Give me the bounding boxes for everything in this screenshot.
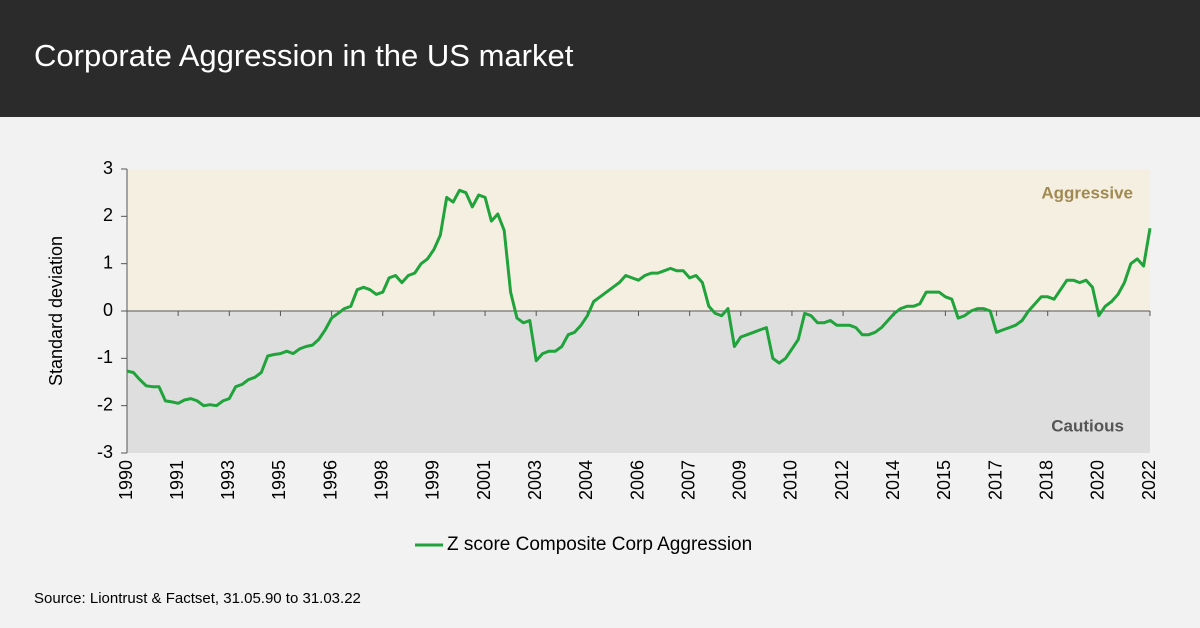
chart-title: Corporate Aggression in the US market <box>34 38 574 73</box>
x-tick-label: 2012 <box>832 460 852 500</box>
x-tick-label: 1999 <box>423 460 443 500</box>
x-tick-label: 2006 <box>627 460 647 500</box>
y-tick-label: -2 <box>97 394 113 414</box>
y-tick-label: 0 <box>103 300 113 320</box>
x-tick-label: 2015 <box>934 460 954 500</box>
x-tick-label: 2022 <box>1139 460 1159 500</box>
annotation: Cautious <box>1051 416 1124 435</box>
header <box>0 0 1200 117</box>
x-tick-label: 2018 <box>1036 460 1056 500</box>
aggressive-band <box>127 169 1150 311</box>
x-tick-label: 2004 <box>576 460 596 500</box>
x-tick-label: 2014 <box>883 460 903 500</box>
plot: Aggressive Cautious -3 -2 -1 0 1 2 3 1990 1991 1993… <box>97 158 1159 555</box>
x-tick-label: 1998 <box>372 460 392 500</box>
annotation: Aggressive <box>1041 183 1133 202</box>
x-tick-label: 2010 <box>781 460 801 500</box>
x-tick-label: 2003 <box>525 460 545 500</box>
y-tick-label: -3 <box>97 442 113 462</box>
x-tick-label: 1991 <box>167 460 187 500</box>
x-tick-label: 1995 <box>269 460 289 500</box>
x-tick-label: 1996 <box>320 460 340 500</box>
data-line <box>126 188 1152 408</box>
y-tick-label: 1 <box>103 252 113 272</box>
x-tick-label: 2007 <box>678 460 698 500</box>
x-tick-label: 1990 <box>116 460 136 500</box>
x-tick-label: 2009 <box>730 460 750 500</box>
y-tick-label: 2 <box>103 205 113 225</box>
x-tick-label: 1993 <box>218 460 238 500</box>
y-tick-label: 3 <box>103 158 113 178</box>
legend-label: Z score Composite Corp Aggression <box>447 534 752 555</box>
y-tick-label: -1 <box>97 347 113 367</box>
x-tick-label: 2017 <box>985 460 1005 500</box>
x-tick-label: 2001 <box>474 460 494 500</box>
y-axis-label: Standard deviation <box>46 236 66 386</box>
cautious-band <box>127 311 1150 453</box>
x-tick-label: 2020 <box>1088 460 1108 500</box>
source: Source: Liontrust & Factset, 31.05.90 to… <box>34 590 361 607</box>
